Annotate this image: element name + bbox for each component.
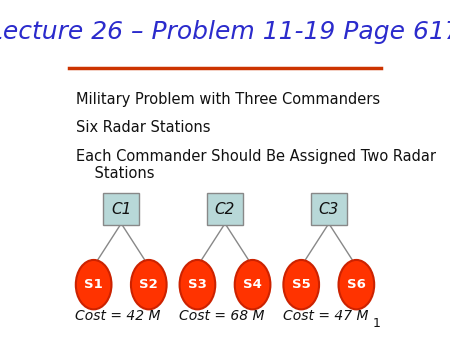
Text: Six Radar Stations: Six Radar Stations <box>76 120 210 136</box>
Text: S3: S3 <box>188 278 207 291</box>
Text: Military Problem with Three Commanders: Military Problem with Three Commanders <box>76 92 380 107</box>
Text: S5: S5 <box>292 278 310 291</box>
Ellipse shape <box>76 260 112 309</box>
Text: 1: 1 <box>373 317 381 330</box>
Text: Lecture 26 – Problem 11-19 Page 617: Lecture 26 – Problem 11-19 Page 617 <box>0 20 450 44</box>
Text: Cost = 68 M: Cost = 68 M <box>179 309 265 323</box>
Text: Each Commander Should Be Assigned Two Radar
    Stations: Each Commander Should Be Assigned Two Ra… <box>76 149 436 181</box>
Text: Cost = 42 M: Cost = 42 M <box>75 309 161 323</box>
Text: S2: S2 <box>140 278 158 291</box>
Text: C1: C1 <box>111 202 131 217</box>
Ellipse shape <box>284 260 319 309</box>
Ellipse shape <box>338 260 374 309</box>
Ellipse shape <box>180 260 215 309</box>
Text: C2: C2 <box>215 202 235 217</box>
Text: S4: S4 <box>243 278 262 291</box>
Text: S6: S6 <box>347 278 366 291</box>
Ellipse shape <box>235 260 270 309</box>
Text: C3: C3 <box>319 202 339 217</box>
Ellipse shape <box>131 260 166 309</box>
Text: S1: S1 <box>84 278 103 291</box>
FancyBboxPatch shape <box>311 193 346 225</box>
FancyBboxPatch shape <box>207 193 243 225</box>
FancyBboxPatch shape <box>104 193 139 225</box>
Text: Cost = 47 M: Cost = 47 M <box>283 309 368 323</box>
